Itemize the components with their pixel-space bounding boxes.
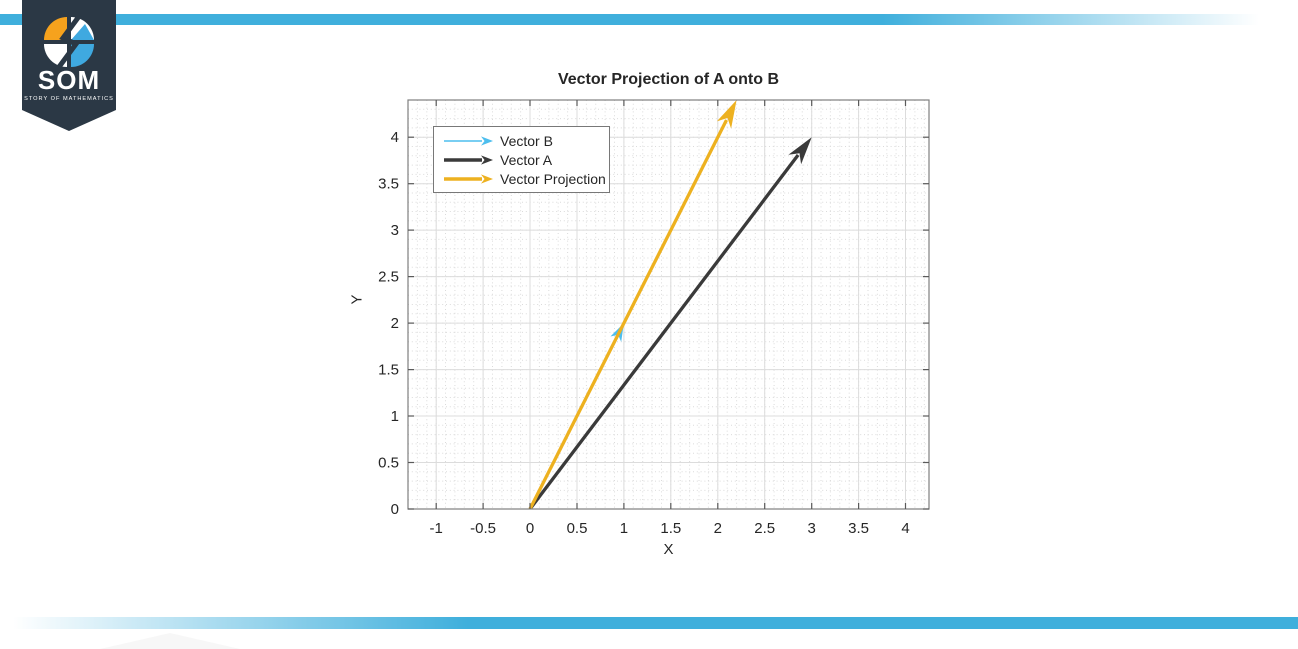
svg-text:1.5: 1.5 <box>660 520 681 537</box>
svg-text:1.5: 1.5 <box>378 362 399 379</box>
legend-sample-arrow-icon <box>444 154 493 165</box>
svg-text:2: 2 <box>714 520 722 537</box>
svg-text:4: 4 <box>391 129 399 146</box>
svg-text:3: 3 <box>808 520 816 537</box>
bottom-accent-bar <box>0 617 1298 629</box>
watermark-shape <box>100 633 240 649</box>
icon-wedge-blue-bottom <box>71 44 94 67</box>
legend-sample-arrow-icon <box>444 135 493 146</box>
icon-lightning-gap <box>56 13 83 69</box>
legend-entry-vector-b: Vector B <box>442 131 609 150</box>
svg-text:1: 1 <box>620 520 628 537</box>
legend-entry-vector-a: Vector A <box>442 150 609 169</box>
svg-text:0: 0 <box>526 520 534 537</box>
legend-label: Vector B <box>500 132 553 149</box>
legend-label: Vector Projection <box>500 170 606 187</box>
x-axis-label: X <box>663 541 674 558</box>
legend-sample-arrow-icon <box>444 173 493 184</box>
svg-text:-0.5: -0.5 <box>470 520 496 537</box>
som-logo-banner: SOM STORY OF MATHEMATICS <box>22 0 116 131</box>
svg-text:4: 4 <box>901 520 909 537</box>
legend-label: Vector A <box>500 151 553 168</box>
svg-text:-1: -1 <box>430 520 443 537</box>
legend-entry-vector-projection: Vector Projection <box>442 169 609 188</box>
icon-wedge-orange <box>44 17 67 40</box>
svg-text:0.5: 0.5 <box>378 455 399 472</box>
top-accent-bar <box>0 14 1298 25</box>
svg-text:0.5: 0.5 <box>567 520 588 537</box>
svg-text:3.5: 3.5 <box>848 520 869 537</box>
icon-wedge-blue-top <box>71 24 94 40</box>
chart-title: Vector Projection of A onto B <box>557 71 780 88</box>
svg-text:2: 2 <box>391 315 399 332</box>
svg-text:2.5: 2.5 <box>754 520 775 537</box>
svg-text:3: 3 <box>391 222 399 239</box>
som-pinwheel-icon <box>44 13 94 69</box>
svg-text:0: 0 <box>391 501 399 518</box>
svg-text:3.5: 3.5 <box>378 176 399 193</box>
logo-text: SOM <box>38 65 100 95</box>
svg-text:1: 1 <box>391 408 399 425</box>
y-axis-label: Y <box>348 294 366 305</box>
legend: Vector B Vector A Vector Projection <box>433 126 610 193</box>
logo-tagline: STORY OF MATHEMATICS <box>24 96 114 102</box>
svg-text:2.5: 2.5 <box>378 269 399 286</box>
